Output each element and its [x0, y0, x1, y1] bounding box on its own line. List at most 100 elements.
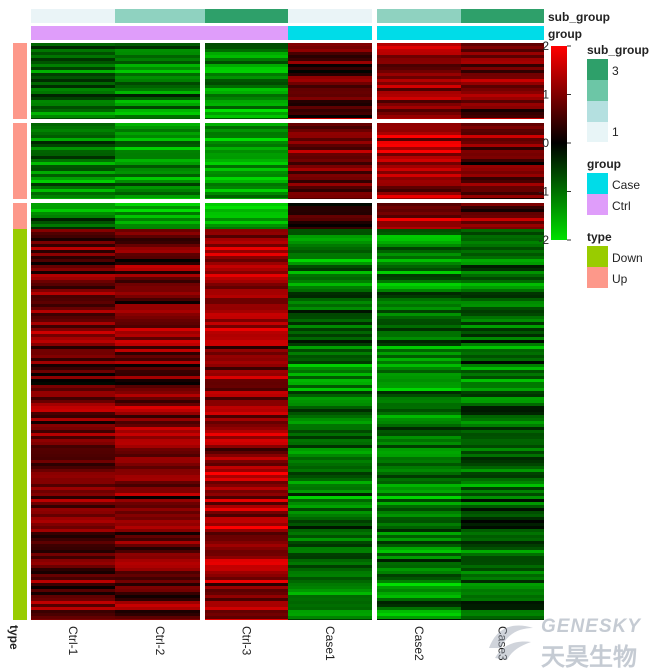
heatmap-cell [115, 616, 205, 619]
heatmap-cell [288, 487, 372, 490]
heatmap-cell [377, 70, 461, 73]
heatmap-cell [31, 100, 115, 103]
heatmap-cell [205, 271, 288, 274]
heatmap-cell [205, 319, 288, 322]
heatmap-cell [115, 466, 205, 469]
heatmap-cell [377, 235, 461, 238]
heatmap-cell [31, 475, 115, 478]
heatmap-cell [377, 271, 461, 274]
heatmap-cell [31, 79, 115, 82]
heatmap-cell [205, 400, 288, 403]
heatmap-cell [461, 424, 544, 427]
heatmap-cell [205, 484, 288, 487]
heatmap-cell [377, 100, 461, 103]
heatmap-cell [115, 79, 205, 82]
heatmap-cell [288, 448, 372, 451]
heatmap-cell [31, 82, 115, 85]
heatmap-cell [205, 88, 288, 91]
heatmap-cell [461, 358, 544, 361]
heatmap-cell [461, 508, 544, 511]
heatmap-cell [31, 319, 115, 322]
heatmap-cell [115, 186, 205, 189]
heatmap-cell [288, 409, 372, 412]
heatmap-cell [115, 67, 205, 70]
heatmap-cell [115, 424, 205, 427]
heatmap-cell [115, 180, 205, 183]
heatmap-cell [31, 283, 115, 286]
heatmap-cell [31, 355, 115, 358]
heatmap-cell [461, 153, 544, 156]
heatmap-cell [205, 448, 288, 451]
heatmap-cell [288, 478, 372, 481]
heatmap-cell [115, 82, 205, 85]
heatmap-cell [115, 259, 205, 262]
heatmap-cell [288, 430, 372, 433]
heatmap-cell [377, 586, 461, 589]
heatmap-cell [115, 589, 205, 592]
heatmap-cell [377, 319, 461, 322]
heatmap-cell [288, 355, 372, 358]
heatmap-cell [205, 331, 288, 334]
heatmap-cell [205, 229, 288, 232]
heatmap-cell [31, 286, 115, 289]
column-label: Ctrl-2 [153, 626, 167, 656]
heatmap-cell [31, 358, 115, 361]
heatmap-cell [288, 547, 372, 550]
heatmap-cell [31, 129, 115, 132]
heatmap-cell [288, 601, 372, 604]
heatmap-cell [461, 412, 544, 415]
heatmap-cell [288, 382, 372, 385]
heatmap-cell [461, 568, 544, 571]
heatmap-cell [288, 206, 372, 209]
heatmap-cell [377, 340, 461, 343]
heatmap-cell [288, 209, 372, 212]
heatmap-cell [115, 162, 205, 165]
heatmap-cell [377, 307, 461, 310]
heatmap-cell [31, 556, 115, 559]
heatmap-cell [461, 442, 544, 445]
heatmap-cell [115, 295, 205, 298]
heatmap-cell [288, 349, 372, 352]
heatmap-cell [115, 343, 205, 346]
heatmap-cell [31, 529, 115, 532]
heatmap-cell [377, 289, 461, 292]
heatmap-cell [461, 186, 544, 189]
heatmap-cell [461, 496, 544, 499]
heatmap-cell [377, 535, 461, 538]
heatmap-cell [377, 415, 461, 418]
heatmap-cell [31, 94, 115, 97]
column-split-gap [372, 8, 377, 621]
heatmap-cell [288, 397, 372, 400]
heatmap-cell [288, 100, 372, 103]
type-annotation-cell [13, 123, 27, 199]
heatmap-cell [205, 177, 288, 180]
heatmap-cell [205, 490, 288, 493]
heatmap-cell [31, 616, 115, 619]
heatmap-cell [461, 334, 544, 337]
heatmap-cell [115, 325, 205, 328]
color-scale-ticks: 2 1 0 -1 -2 [538, 39, 571, 247]
heatmap-cell [205, 316, 288, 319]
heatmap-cell [288, 370, 372, 373]
heatmap-cell [115, 198, 205, 199]
heatmap-cell [115, 571, 205, 574]
heatmap-cell [461, 337, 544, 340]
heatmap-cell [115, 391, 205, 394]
heatmap-cell [205, 544, 288, 547]
heatmap-cell [288, 529, 372, 532]
sub-group-legend-swatch-2 [587, 80, 608, 101]
heatmap-cell [288, 64, 372, 67]
heatmap-cell [461, 250, 544, 253]
heatmap-cell [288, 198, 372, 199]
heatmap-cell [31, 259, 115, 262]
heatmap-cell [461, 112, 544, 115]
heatmap-cell [288, 466, 372, 469]
heatmap-cell [115, 115, 205, 118]
heatmap-cell [31, 168, 115, 171]
heatmap-cell [377, 517, 461, 520]
heatmap-cell [461, 484, 544, 487]
heatmap-cell [288, 418, 372, 421]
heatmap-cell [31, 604, 115, 607]
heatmap-cell [31, 415, 115, 418]
